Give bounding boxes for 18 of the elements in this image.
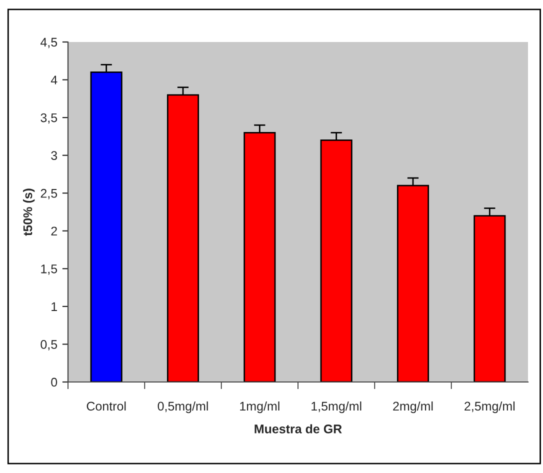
y-tick-label: 0 (51, 378, 58, 387)
x-tick-label: 2,5mg/ml (464, 401, 515, 414)
y-axis-title: t50% (s) (23, 188, 35, 236)
y-tick-label: 1 (52, 302, 57, 311)
y-tick-label: 3 (51, 151, 58, 160)
x-axis-title: Muestra de GR (254, 424, 342, 434)
x-tick-label: 1mg/ml (240, 401, 280, 414)
x-tick-label: Control (86, 401, 126, 411)
y-tick-label: 4 (50, 76, 58, 84)
x-tick-label: 0,5mg/ml (158, 401, 208, 414)
y-tick-label: 3,5 (40, 113, 58, 124)
x-tick-label: 1,5mg/ml (312, 401, 362, 414)
x-tick-label: 2mg/ml (393, 401, 433, 414)
y-tick-label: 4,5 (40, 38, 58, 48)
y-tick-label: 2,5 (40, 188, 58, 200)
y-tick-label: 0,5 (40, 340, 58, 350)
y-tick-label: 1,5 (41, 264, 58, 275)
y-tick-label: 2 (51, 226, 57, 236)
